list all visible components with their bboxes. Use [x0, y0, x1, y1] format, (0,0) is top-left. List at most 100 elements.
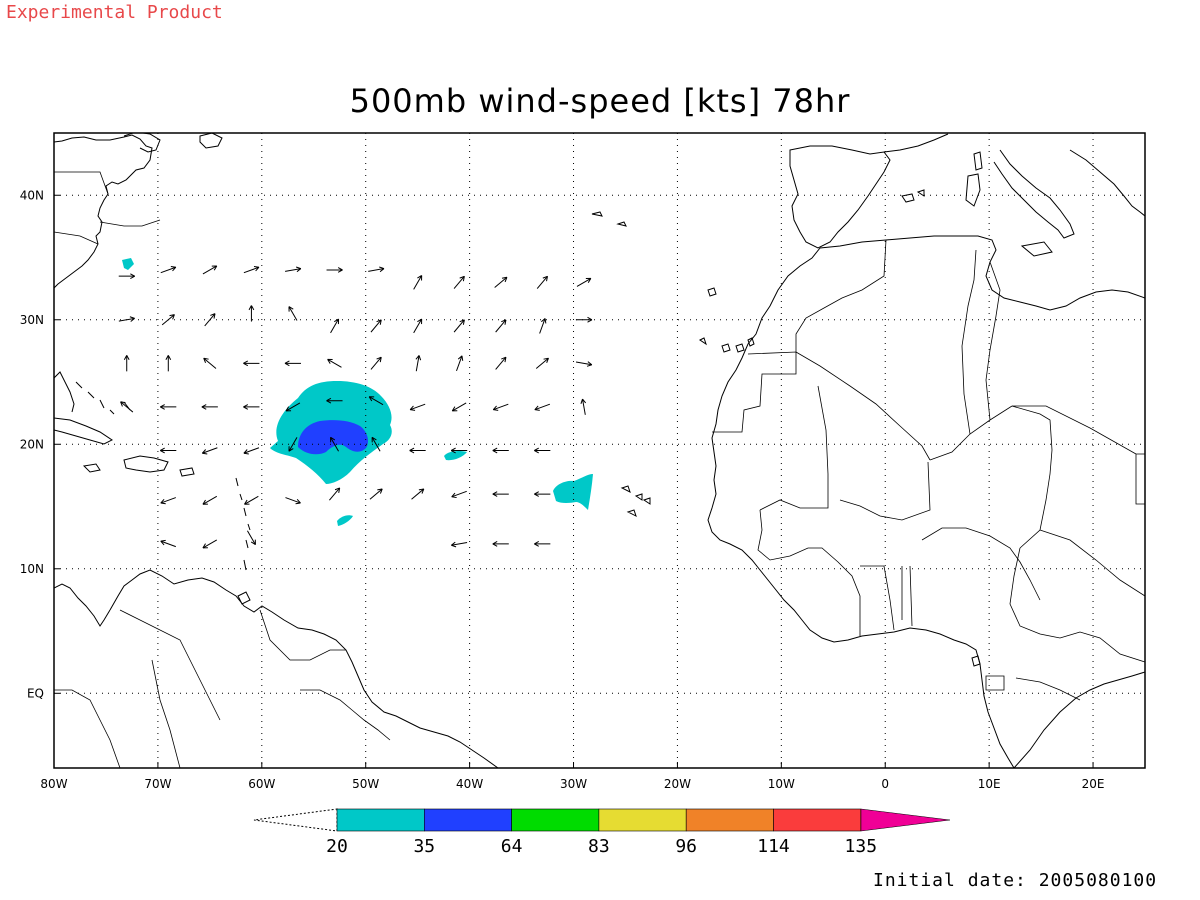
- wind-vector: [534, 491, 551, 497]
- coastline-southwest-africa: [1013, 671, 1145, 768]
- wind-vector: [575, 316, 593, 323]
- colorbar-left-arrow: [253, 808, 338, 832]
- coastline-sardinia: [965, 173, 981, 207]
- coastline-cape-verde: [620, 485, 651, 517]
- shading-region-20-35-small-2: [337, 515, 353, 526]
- wind-vector: [492, 541, 509, 547]
- coastline-bahamas: [75, 381, 131, 415]
- colorbar-box-64-83: [511, 808, 600, 832]
- coastline-france: [883, 133, 949, 153]
- map-axis-ticks: [53, 194, 1094, 768]
- wind-vector: [202, 539, 218, 549]
- wind-vector: [284, 360, 301, 367]
- lon-tick-label: 60W: [248, 777, 275, 791]
- wind-vector: [248, 305, 255, 322]
- wind-vector: [370, 319, 382, 333]
- lon-tick-label: 10E: [978, 777, 1001, 791]
- wind-vector: [203, 357, 217, 369]
- wind-vector: [494, 276, 508, 288]
- colorbar-boxes: [336, 808, 862, 832]
- wind-vector: [326, 267, 343, 273]
- wind-vector: [246, 530, 256, 546]
- wind-vector: [201, 447, 218, 455]
- initial-date-label: Initial date: 2005080100: [873, 870, 1158, 891]
- coastline-cuba: [54, 417, 113, 445]
- wind-vector: [118, 316, 135, 322]
- coastline-lesser-antilles: [235, 477, 251, 571]
- wind-vector: [539, 318, 547, 334]
- colorbar-label: 135: [845, 836, 878, 857]
- colorbar-label: 35: [413, 836, 435, 857]
- lon-tick-label: 50W: [352, 777, 379, 791]
- wind-vector: [536, 275, 548, 289]
- coastline-trinidad: [237, 591, 251, 605]
- wind-vector: [160, 404, 177, 410]
- lon-tick-label: 30W: [560, 777, 587, 791]
- colorbar-box-35-64: [423, 808, 512, 832]
- colorbar-box-83-96: [598, 808, 687, 832]
- wind-vector: [201, 404, 218, 410]
- wind-vector: [369, 488, 383, 500]
- coastline-north-america: [54, 134, 153, 289]
- coastline-balearic: [901, 189, 925, 203]
- wind-vector: [202, 265, 218, 275]
- wind-vector: [451, 490, 467, 499]
- wind-vector: [492, 447, 509, 454]
- coastline-canary-islands: [699, 287, 755, 353]
- wind-vector: [411, 488, 425, 500]
- coastline-italy: [993, 149, 1075, 239]
- lat-tick-label: EQ: [27, 686, 44, 700]
- shading-region-20-35-small-3: [122, 258, 134, 270]
- coastline-sicily: [1020, 241, 1053, 257]
- wind-vector: [330, 436, 339, 452]
- coastline-newfoundland: [199, 133, 223, 149]
- wind-vector: [451, 541, 468, 548]
- wind-vector: [243, 360, 260, 367]
- wind-vector: [413, 275, 423, 290]
- wind-vector: [492, 403, 509, 411]
- coastline-west-africa: [707, 247, 1015, 768]
- colorbar-box-20-35: [336, 808, 425, 832]
- wind-vector: [368, 396, 384, 406]
- wind-vector: [243, 404, 260, 410]
- wind-vector: [415, 355, 422, 372]
- lat-tick-label: 30N: [20, 313, 44, 327]
- wind-vector: [285, 402, 301, 412]
- coastline-jamaica: [82, 463, 101, 473]
- political-borders: [54, 171, 1145, 768]
- wind-vector: [161, 314, 175, 326]
- colorbar-label: 114: [757, 836, 790, 857]
- lat-tick-label: 10N: [20, 562, 44, 576]
- wind-vector: [243, 447, 260, 455]
- colorbar-right-arrow: [860, 808, 951, 832]
- wind-vector: [243, 265, 260, 274]
- lat-tick-label: 40N: [20, 188, 44, 202]
- wind-vector: [575, 361, 593, 367]
- wind-vector: [370, 356, 382, 370]
- wind-vector: [451, 402, 467, 412]
- colorbar-label: 83: [588, 836, 610, 857]
- wind-vector: [118, 273, 135, 280]
- wind-vector: [535, 357, 549, 369]
- map-title: 500mb wind-speed [kts] 78hr: [349, 82, 851, 120]
- wind-vector: [453, 319, 465, 333]
- wind-vector: [285, 497, 301, 505]
- colorbar-label: 96: [675, 836, 697, 857]
- wind-vector: [450, 447, 468, 454]
- colorbar-label: 64: [501, 836, 523, 857]
- wind-vector: [413, 318, 423, 334]
- lon-tick-label: 20E: [1082, 777, 1105, 791]
- colorbar-labels: 20 35 64 83 96 114 135: [326, 836, 877, 857]
- lon-tick-label: 40W: [456, 777, 483, 791]
- coastline-nova-scotia: [123, 133, 161, 153]
- wind-vector: [495, 319, 507, 333]
- wind-vector: [160, 497, 176, 505]
- wind-vector: [580, 398, 587, 415]
- wind-vector: [165, 355, 172, 372]
- wind-vector: [120, 401, 134, 413]
- wind-vector: [160, 447, 177, 454]
- wind-vector: [371, 436, 381, 452]
- wind-vector: [495, 356, 507, 370]
- coastline-corsica: [973, 151, 983, 171]
